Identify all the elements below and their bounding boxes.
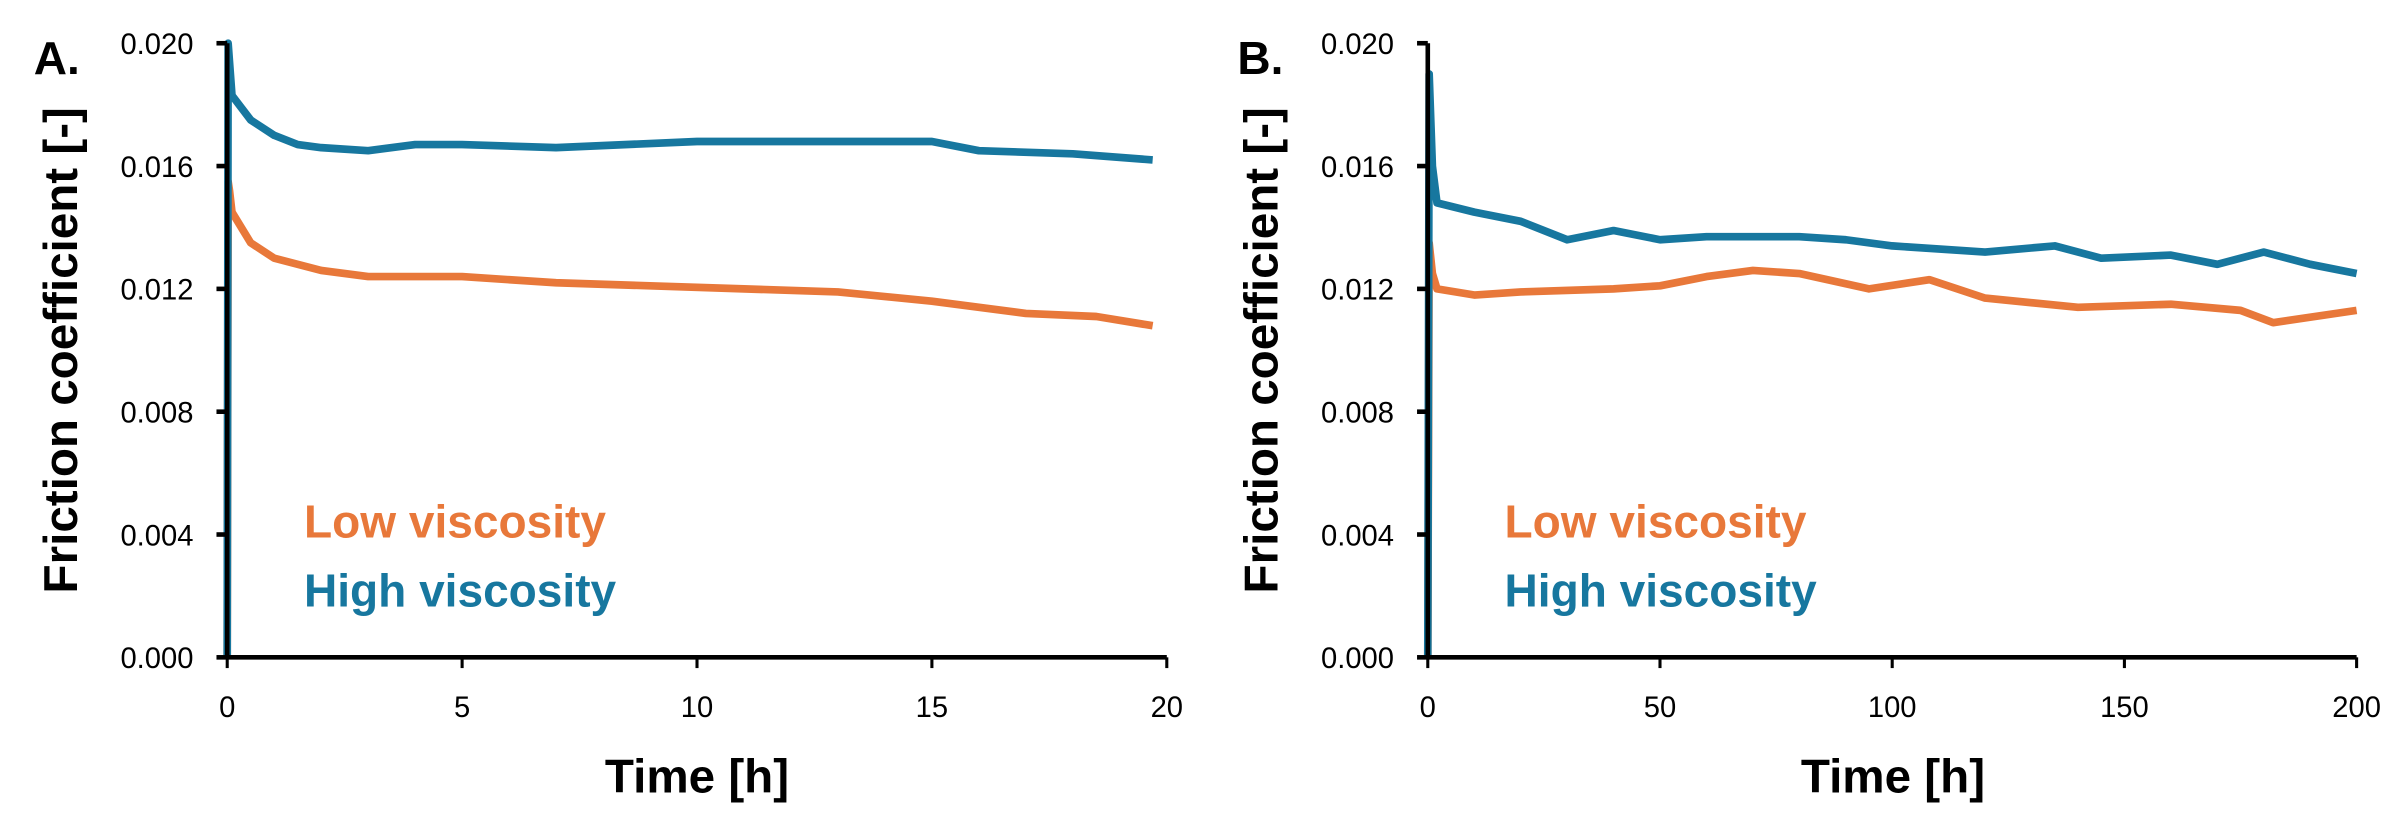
x-tick-label: 200: [2332, 692, 2381, 724]
y-tick-label: 0.000: [1321, 643, 1394, 675]
series-line-high-viscosity: [223, 39, 1153, 658]
legend-low-viscosity: Low viscosity: [304, 496, 606, 548]
y-axis-title: Friction coefficient [-]: [1235, 107, 1288, 593]
panel-label: B.: [1237, 32, 1283, 84]
y-tick-label: 0.008: [1321, 397, 1394, 429]
y-tick-label: 0.004: [1321, 520, 1394, 552]
legend-high-viscosity: High viscosity: [304, 565, 617, 617]
panel-b: B. Friction coefficient [-] Time [h] Low…: [1235, 29, 2381, 803]
y-tick-label: 0.000: [120, 643, 193, 675]
y-tick-label: 0.016: [1321, 152, 1394, 184]
x-tick-label: 10: [681, 692, 713, 724]
series-line-high-viscosity: [1423, 70, 2358, 658]
x-tick-label: 100: [1868, 692, 1917, 724]
y-tick-label: 0.016: [120, 152, 193, 184]
series-line-low-viscosity: [1423, 238, 2358, 658]
x-tick-label: 0: [1420, 692, 1436, 724]
x-tick-label: 5: [454, 692, 470, 724]
y-tick-label: 0.020: [120, 29, 193, 61]
legend-high-viscosity: High viscosity: [1505, 565, 1818, 617]
x-axis-title: Time [h]: [605, 750, 789, 803]
x-tick-label: 0: [219, 692, 235, 724]
y-tick-label: 0.004: [120, 520, 193, 552]
legend-low-viscosity: Low viscosity: [1505, 496, 1807, 548]
y-tick-label: 0.020: [1321, 29, 1394, 61]
x-tick-label: 150: [2100, 692, 2149, 724]
panel-a: A. Friction coefficient [-] Time [h] Low…: [34, 29, 1183, 803]
y-axis-title: Friction coefficient [-]: [35, 107, 88, 593]
y-tick-label: 0.012: [1321, 275, 1394, 307]
y-tick-label: 0.012: [120, 275, 193, 307]
x-tick-label: 15: [916, 692, 948, 724]
x-tick-label: 20: [1151, 692, 1183, 724]
x-axis-title: Time [h]: [1801, 750, 1985, 803]
x-tick-label: 50: [1644, 692, 1676, 724]
panel-label: A.: [34, 32, 80, 84]
y-tick-label: 0.008: [120, 397, 193, 429]
